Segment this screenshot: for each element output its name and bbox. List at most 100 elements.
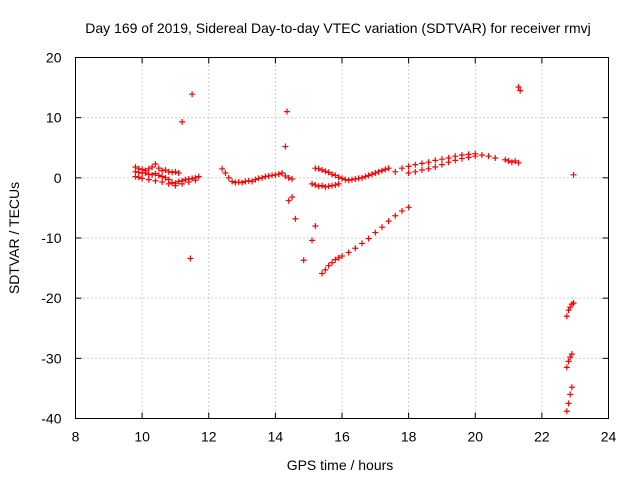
data-point [325,169,332,176]
x-tick-labels: 8 10 12 14 16 18 20 22 24 [72,429,617,445]
data-point [405,163,412,170]
data-point [265,173,272,180]
data-point [485,153,492,160]
data-point [368,171,375,178]
data-point [309,237,316,244]
data-point [567,354,574,361]
data-point [269,172,276,179]
data-point [348,176,355,183]
data-point [319,270,326,277]
data-point [405,204,412,211]
data-point [152,170,159,177]
y-tick-label: -20 [41,290,61,306]
data-point [179,180,186,187]
data-point [329,259,336,266]
data-point [335,180,342,187]
data-point [312,222,319,229]
data-point [438,156,445,163]
x-tick-label: 16 [334,429,350,445]
y-tick-label: -40 [41,411,61,427]
data-point [155,172,162,179]
data-point [319,182,326,189]
data-point [342,176,349,183]
data-point [225,174,232,181]
data-point [355,175,362,182]
data-point [195,173,202,180]
data-point [135,174,142,181]
data-point [505,157,512,164]
data-point [322,266,329,273]
x-tick-label: 24 [601,429,617,445]
data-point [425,165,432,172]
data-point [182,176,189,183]
data-point [282,143,289,150]
data-point [329,171,336,178]
data-point [175,170,182,177]
data-point [465,154,472,161]
data-point [398,165,405,172]
x-tick-label: 22 [534,429,550,445]
grid [75,57,609,419]
data-point [275,171,282,178]
data-point [285,174,292,181]
data-point [385,165,392,172]
data-point [365,235,372,242]
data-points [132,83,577,415]
data-point [365,172,372,179]
data-point [322,183,329,190]
data-point [235,179,242,186]
data-point [139,175,146,182]
data-point [152,160,159,167]
data-point [398,207,405,214]
data-point [352,245,359,252]
data-point [478,151,485,158]
data-point [405,170,412,177]
data-point [458,155,465,162]
data-point [249,178,256,185]
series-arc-5 [502,156,522,166]
data-point [242,178,249,185]
data-point [329,182,336,189]
y-tick-labels: 20 10 0 -10 -20 -30 -40 [41,50,61,427]
data-point [179,118,186,125]
data-point [352,176,359,183]
chart-title: Day 169 of 2019, Sidereal Day-to-day VTE… [85,20,590,36]
data-point [452,157,459,164]
data-point [169,179,176,186]
data-point [132,173,139,180]
data-point [155,165,162,172]
data-point [335,174,342,181]
series-arc-1-lower [132,173,199,189]
data-point [289,176,296,183]
series-falling-arc [563,299,577,415]
data-point [300,257,307,264]
data-point [187,255,194,262]
data-point [142,167,149,174]
data-point [272,171,279,178]
data-point [172,182,179,189]
data-point [145,171,152,178]
data-point [159,179,166,186]
data-point [219,165,226,172]
data-point [285,197,292,204]
x-tick-label: 18 [401,429,417,445]
data-point [515,159,522,166]
data-point [385,218,392,225]
data-point [165,168,172,175]
data-point [565,400,572,407]
data-point [145,165,152,172]
data-point [152,177,159,184]
y-axis-label: SDTVAR / TECUs [6,182,22,294]
data-point [315,165,322,172]
data-point [335,254,342,261]
data-point [332,182,339,189]
series-arc-2 [219,165,296,186]
data-point [567,304,574,311]
data-point [162,167,169,174]
data-point [438,161,445,168]
data-point [189,91,196,98]
data-point [358,240,365,247]
x-tick-label: 14 [268,429,284,445]
data-point [508,159,515,166]
